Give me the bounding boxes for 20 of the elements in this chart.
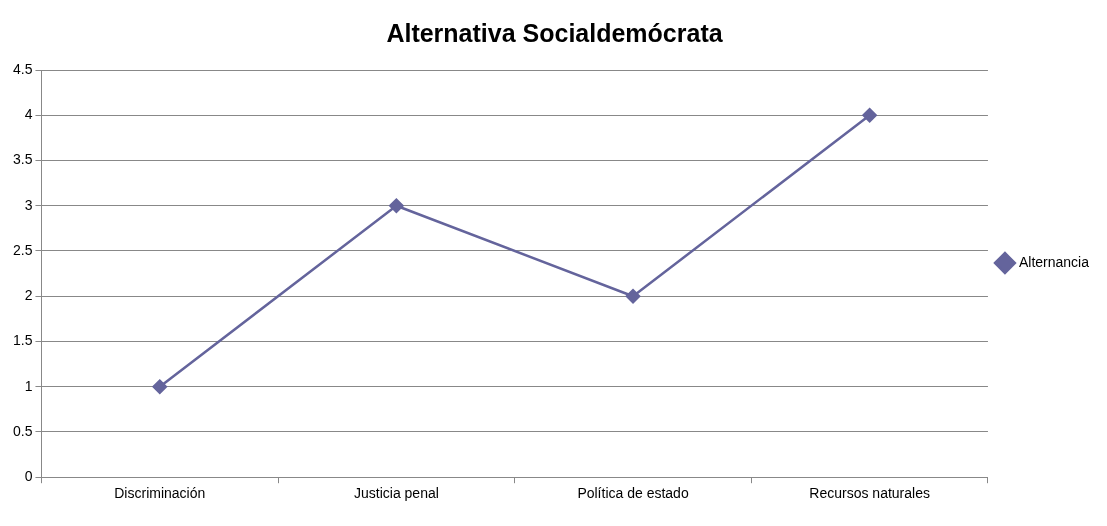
y-tick-label: 0.5	[12, 422, 33, 439]
chart-title: Alternativa Socialdemócrata	[386, 18, 724, 47]
point	[389, 198, 404, 213]
y-tick-label: 2	[24, 287, 33, 304]
y-tick-label: 4.5	[12, 60, 33, 77]
legend-label: Alternancia	[1018, 253, 1090, 270]
y-tick-label: 2.5	[12, 241, 33, 258]
x-tick-label: Política de estado	[577, 485, 689, 502]
y-tick-label: 3.5	[12, 151, 33, 168]
y-tick-label: 3	[24, 196, 33, 213]
y-tick-label: 1.5	[12, 332, 33, 349]
y-tick-label: 0	[24, 468, 33, 485]
x-tick-label: Justicia penal	[353, 485, 439, 502]
point	[625, 288, 641, 304]
x-tick-label: Recursos naturales	[809, 485, 930, 502]
point	[152, 379, 168, 394]
x-tick-label: Discriminación	[114, 485, 206, 502]
y-tick-label: 4	[24, 106, 33, 123]
y-tick-label: 1	[24, 377, 33, 394]
point	[862, 107, 877, 123]
